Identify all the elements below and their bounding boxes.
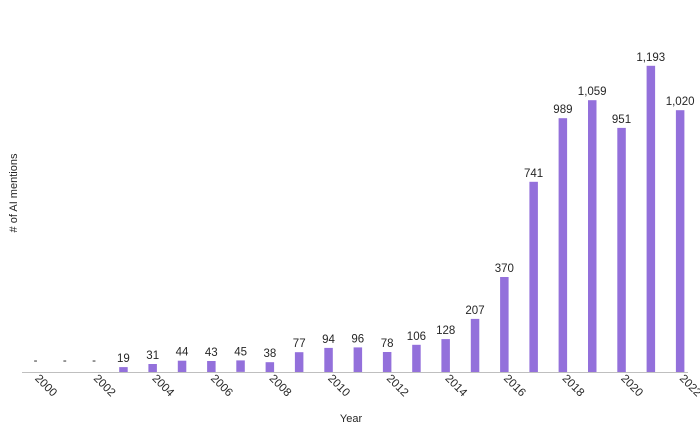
bar-2006 <box>207 361 216 372</box>
value-label-2016: 370 <box>495 263 514 275</box>
bar-2009 <box>294 352 304 372</box>
x-tick-label-2006: 2006 <box>208 373 235 400</box>
x-tick-label-2004: 2004 <box>149 373 176 400</box>
value-label-2008: 38 <box>264 348 277 360</box>
bar-2019 <box>588 100 597 372</box>
value-label-2012: 78 <box>381 338 394 350</box>
x-tick-label-2022: 2022 <box>677 373 700 400</box>
bar-2007 <box>236 360 245 372</box>
bar-2022 <box>675 110 685 372</box>
bar-2016 <box>500 277 509 372</box>
bar-2004 <box>148 364 157 372</box>
value-label-2004: 31 <box>146 350 159 362</box>
value-label-2017: 741 <box>524 168 543 180</box>
bar-2012 <box>382 352 392 372</box>
bars-group <box>119 65 685 373</box>
bar-2003 <box>119 367 128 372</box>
value-label-2006: 43 <box>205 347 218 359</box>
x-tick-label-2014: 2014 <box>442 373 469 400</box>
value-label-2022: 1,020 <box>666 96 695 108</box>
value-label-2005: 44 <box>176 347 189 359</box>
bar-2005 <box>177 360 187 372</box>
value-label-2019: 1,059 <box>578 86 607 98</box>
bar-2011 <box>353 347 363 372</box>
bar-2013 <box>412 344 421 372</box>
value-label-2013: 106 <box>407 331 426 343</box>
value-label-2011: 96 <box>351 333 364 345</box>
bar-2021 <box>646 65 656 373</box>
x-tick-label-2016: 2016 <box>501 373 528 400</box>
value-label-2010: 94 <box>322 334 335 346</box>
bar-2014 <box>441 339 450 372</box>
x-tick-label-2020: 2020 <box>618 373 645 400</box>
x-tick-labels-group: 2000 2002 2004 2006 2008 2010 2012 2014 2016 2018… <box>32 373 700 400</box>
value-label-2000: - <box>34 355 38 367</box>
bar-2017 <box>529 181 538 372</box>
value-label-2015: 207 <box>465 305 484 317</box>
value-label-2020: 951 <box>612 114 631 126</box>
x-tick-label-2002: 2002 <box>91 373 118 400</box>
bar-2015 <box>470 318 480 372</box>
value-label-2001: - <box>63 355 67 367</box>
value-label-2014: 128 <box>436 325 455 337</box>
x-tick-label-2000: 2000 <box>32 373 59 400</box>
value-labels-group: - - - 19 31 44 43 45 38 77 94 96 78 106 128 207 370 741 98… <box>34 52 695 367</box>
bar-2018 <box>558 118 568 372</box>
x-tick-label-2018: 2018 <box>560 373 587 400</box>
value-label-2009: 77 <box>293 338 306 350</box>
bar-2010 <box>324 347 333 372</box>
bar-2008 <box>265 362 275 372</box>
value-label-2002: - <box>92 355 96 367</box>
value-label-2018: 989 <box>553 104 572 116</box>
x-tick-label-2010: 2010 <box>325 373 352 400</box>
x-axis-title: Year <box>340 413 363 425</box>
bar-2020 <box>617 127 626 373</box>
x-tick-label-2008: 2008 <box>267 373 294 400</box>
y-axis-title: # of AI mentions <box>8 153 20 232</box>
value-label-2007: 45 <box>234 346 247 358</box>
value-label-2003: 19 <box>117 353 130 365</box>
x-tick-label-2012: 2012 <box>384 373 411 400</box>
value-label-2021: 1,193 <box>636 52 665 64</box>
